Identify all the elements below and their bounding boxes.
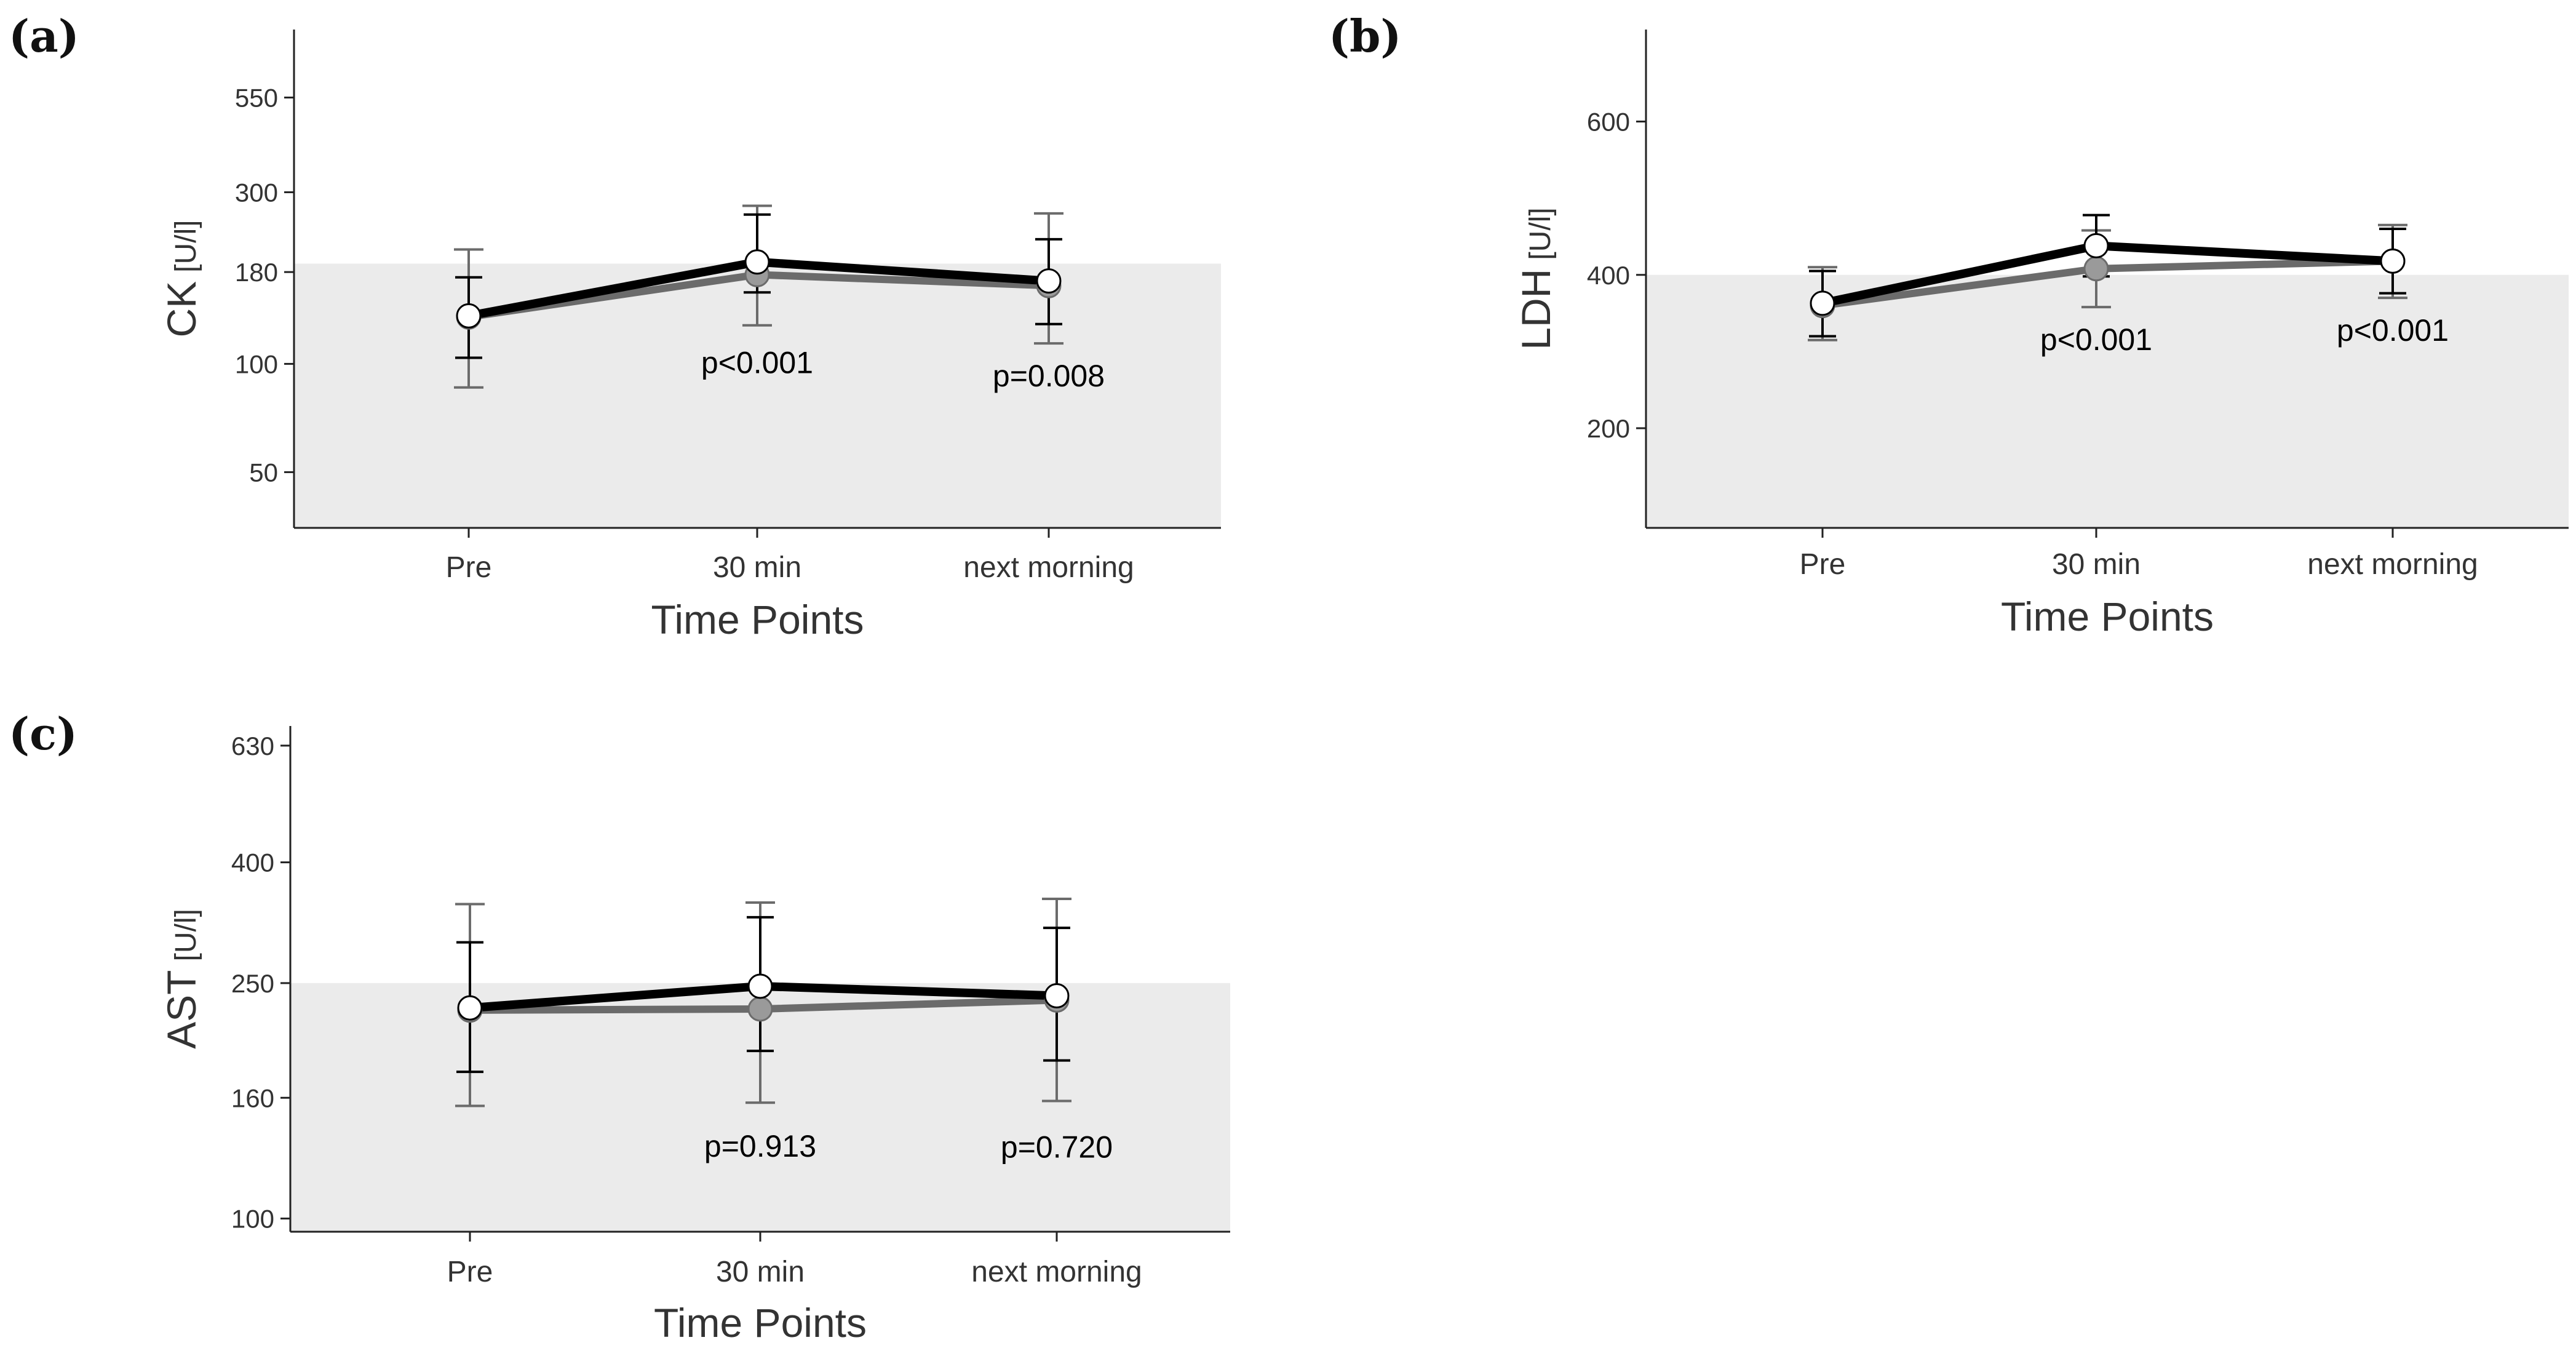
data-point-series-black xyxy=(2380,248,2406,274)
panel-label: (a) xyxy=(9,10,79,62)
y-axis-title-unit: [U/l] xyxy=(1524,207,1557,260)
y-tick-label: 100 xyxy=(231,1205,274,1234)
panel-label: (b) xyxy=(1329,10,1401,62)
x-tick-label: next morning xyxy=(2307,548,2478,581)
y-axis-title: CK [U/l] xyxy=(159,220,204,337)
data-point-series-black xyxy=(1036,268,1062,294)
y-tick-label: 550 xyxy=(235,84,278,113)
y-axis-title: AST [U/l] xyxy=(159,909,204,1049)
data-point-series-black xyxy=(1044,983,1070,1008)
y-axis-title-name: LDH xyxy=(1513,269,1559,350)
chart-panel-2: (b) 200 400 600 Pre 30 min next morning Time Po… xyxy=(1329,10,2569,639)
x-tick-label: Pre xyxy=(447,1256,493,1288)
y-tick-label: 630 xyxy=(231,732,274,760)
data-point-series-black xyxy=(747,973,773,999)
reference-range-band xyxy=(1646,274,2569,528)
y-tick-label: 50 xyxy=(249,458,278,487)
x-tick-label: 30 min xyxy=(2052,548,2141,581)
data-point-series-black xyxy=(2083,233,2109,258)
y-tick-label: 400 xyxy=(1587,261,1630,290)
x-tick-label: Pre xyxy=(1800,548,1846,581)
p-value-label: p<0.001 xyxy=(2337,313,2449,348)
y-tick-label: 200 xyxy=(1587,414,1630,443)
p-value-label: p<0.001 xyxy=(701,346,813,380)
y-axis-title-name: AST xyxy=(159,970,204,1048)
y-axis-title-unit: [U/l] xyxy=(170,909,202,961)
x-tick-label: Pre xyxy=(446,551,492,584)
p-value-label: p=0.008 xyxy=(993,359,1105,393)
y-axis-title-name: CK xyxy=(159,281,204,338)
data-point-series-gray xyxy=(2083,256,2109,282)
p-value-label: p<0.001 xyxy=(2040,322,2152,357)
y-axis-title: LDH [U/l] xyxy=(1513,207,1559,349)
data-point-series-black xyxy=(744,249,770,275)
x-tick-label: next morning xyxy=(963,551,1134,584)
x-axis-title: Time Points xyxy=(2001,594,2214,639)
y-tick-label: 400 xyxy=(231,848,274,877)
y-tick-label: 160 xyxy=(231,1083,274,1112)
data-point-series-black xyxy=(456,303,482,329)
p-value-label: p=0.720 xyxy=(1001,1130,1113,1165)
data-point-series-black xyxy=(457,995,483,1021)
x-tick-label: 30 min xyxy=(713,551,801,584)
chart-panel-1: (a) 50 100 180 300 550 Pre 30 min next morning Ti… xyxy=(9,10,1221,642)
y-tick-label: 100 xyxy=(235,349,278,378)
x-axis-title: Time Points xyxy=(654,1300,867,1346)
y-tick-label: 600 xyxy=(1587,108,1630,137)
chart-panel-3: (c) 100 160 250 400 630 Pre 30 min next morning T… xyxy=(9,708,1230,1346)
x-tick-label: 30 min xyxy=(716,1256,805,1288)
y-tick-label: 300 xyxy=(235,178,278,207)
x-axis-title: Time Points xyxy=(651,597,864,642)
panel-label: (c) xyxy=(9,708,78,760)
data-point-series-gray xyxy=(747,996,773,1022)
y-tick-label: 180 xyxy=(235,258,278,287)
y-tick-label: 250 xyxy=(231,969,274,998)
data-point-series-black xyxy=(1810,290,1835,316)
y-axis-title-unit: [U/l] xyxy=(170,220,202,272)
p-value-label: p=0.913 xyxy=(704,1129,816,1163)
x-tick-label: next morning xyxy=(971,1256,1142,1288)
